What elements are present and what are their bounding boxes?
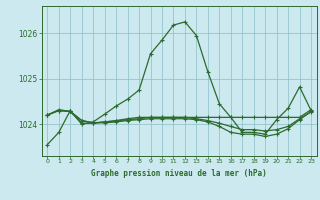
X-axis label: Graphe pression niveau de la mer (hPa): Graphe pression niveau de la mer (hPa): [91, 169, 267, 178]
